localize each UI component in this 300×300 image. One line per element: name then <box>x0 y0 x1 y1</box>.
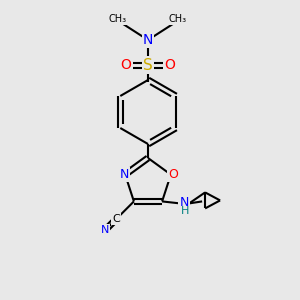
Text: CH₃: CH₃ <box>169 14 187 24</box>
Text: C: C <box>112 214 120 224</box>
Text: S: S <box>143 58 153 73</box>
Text: H: H <box>181 206 189 216</box>
Text: N: N <box>143 33 153 47</box>
Text: O: O <box>165 58 176 72</box>
Text: N: N <box>119 168 129 181</box>
Text: N: N <box>101 225 110 235</box>
Text: O: O <box>121 58 131 72</box>
Text: CH₃: CH₃ <box>109 14 127 24</box>
Text: N: N <box>179 196 189 209</box>
Text: O: O <box>168 168 178 181</box>
